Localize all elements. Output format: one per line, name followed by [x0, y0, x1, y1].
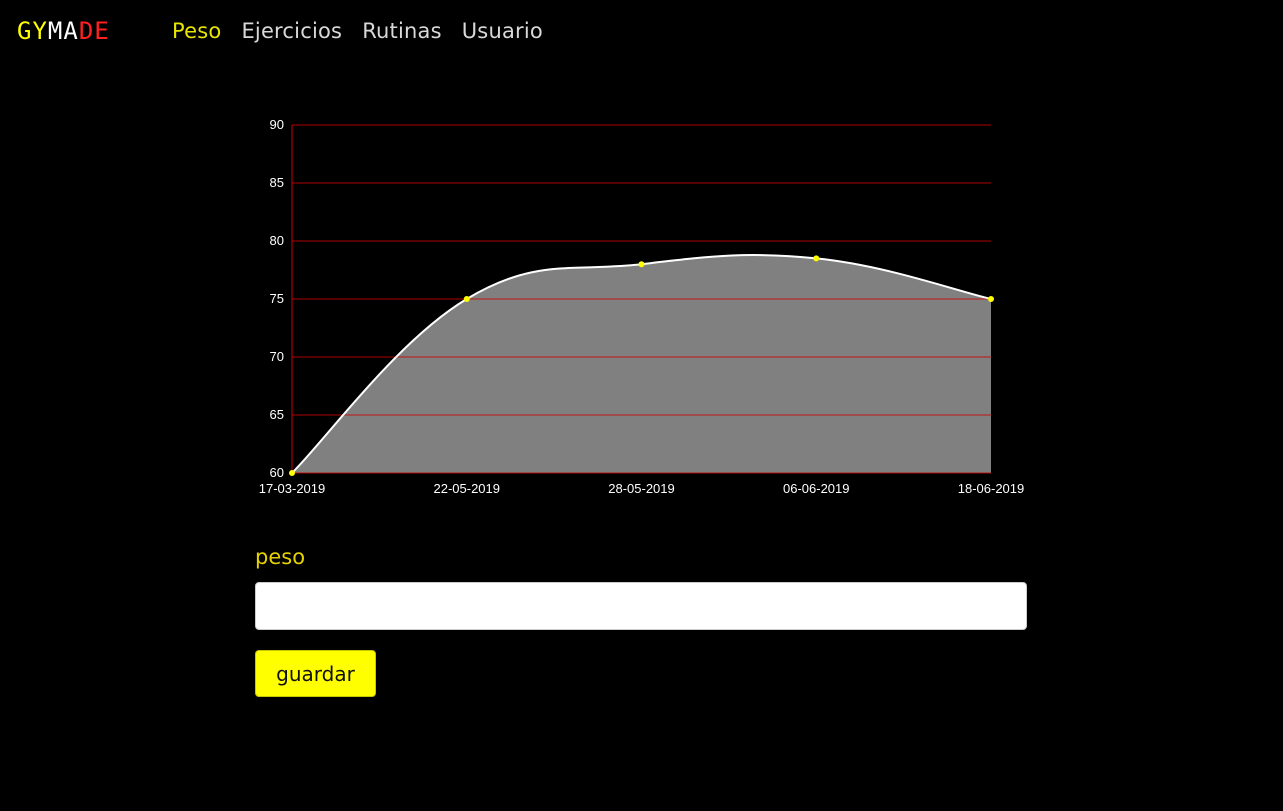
x-tick-label: 06-06-2019	[783, 481, 850, 496]
y-tick-label: 65	[270, 407, 284, 422]
peso-input[interactable]	[255, 582, 1027, 630]
data-point	[463, 296, 470, 302]
x-tick-label: 18-06-2019	[958, 481, 1025, 496]
y-tick-label: 80	[270, 233, 284, 248]
y-tick-label: 60	[270, 465, 284, 480]
brand-logo-part-3: DE	[78, 17, 110, 45]
save-button[interactable]: guardar	[255, 650, 376, 697]
chart-area	[292, 255, 991, 473]
y-tick-label: 75	[270, 291, 284, 306]
brand-logo-part-2: MA	[47, 17, 79, 45]
nav-item-peso[interactable]: Peso	[172, 19, 222, 43]
nav-item-rutinas[interactable]: Rutinas	[362, 19, 442, 43]
data-point	[813, 255, 820, 262]
x-tick-label: 22-05-2019	[434, 481, 501, 496]
y-tick-label: 70	[270, 349, 284, 364]
nav-item-ejercicios[interactable]: Ejercicios	[241, 19, 343, 43]
data-point	[289, 470, 295, 476]
navbar: GYMADE Peso Ejercicios Rutinas Usuario	[0, 0, 1283, 62]
data-point	[638, 261, 645, 268]
y-tick-label: 90	[270, 117, 284, 132]
peso-label: peso	[255, 545, 306, 569]
nav-links: Peso Ejercicios Rutinas Usuario	[172, 17, 543, 45]
y-tick-label: 85	[270, 175, 284, 190]
brand-logo-part-1: GY	[17, 17, 48, 45]
data-point	[988, 296, 994, 302]
x-tick-label: 28-05-2019	[608, 481, 675, 496]
chart-series-line	[291, 254, 992, 474]
x-tick-label: 17-03-2019	[259, 481, 326, 496]
nav-item-usuario[interactable]: Usuario	[461, 19, 543, 43]
brand-logo[interactable]: GYMADE	[17, 17, 110, 45]
